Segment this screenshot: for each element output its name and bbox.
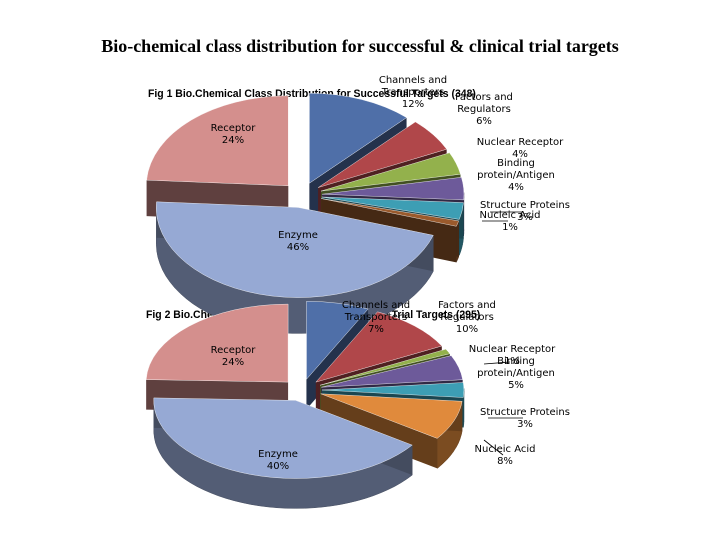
pie-slice-factors-and-regulators [318, 121, 448, 188]
pie-slice-nuclear-receptor [319, 348, 451, 386]
pie-slice-receptor [145, 303, 289, 383]
leader-line-nuclear-receptor [483, 361, 511, 365]
pie-slice-enzyme [153, 397, 413, 479]
pie-slice-nucleic-acid [320, 393, 463, 439]
pie-tops [146, 92, 465, 298]
data-label-receptor: Receptor 24% [211, 123, 257, 146]
pie-slice-channels-and-transporters [306, 301, 369, 380]
data-label-channels-and-transporters: Channels and Transporters 7% [342, 300, 410, 335]
data-label-nucleic-acid: Nucleic Acid 1% [480, 210, 541, 233]
data-label-nuclear-receptor: Nuclear Receptor 4% [477, 137, 564, 160]
pie-slice-binding-protein-antigen [321, 355, 463, 388]
pie-slice-nuclear-receptor [320, 152, 461, 192]
data-label-nucleic-acid: Nucleic Acid 8% [475, 444, 536, 467]
pie-tops [145, 301, 465, 479]
data-label-channels-and-transporters: Channels and Transporters 12% [379, 75, 447, 110]
pie-slice-structure-proteins [321, 382, 465, 398]
leader-line-nucleic-acid [483, 439, 504, 456]
pie-slice-nucleic-acid [321, 198, 459, 227]
pie-slice-binding-protein-antigen [321, 177, 465, 201]
data-label-factors-and-regulators: Factors and Regulators 6% [455, 92, 513, 127]
data-label-factors-and-regulators: Factors and Regulators 10% [438, 300, 496, 335]
data-label-binding-protein-antigen: Binding protein/Antigen 4% [477, 158, 555, 193]
pie-slice-receptor [146, 95, 289, 186]
data-label-enzyme: Enzyme 40% [258, 449, 298, 472]
data-label-structure-proteins: Structure Proteins 3% [480, 407, 570, 430]
pie-slice-factors-and-regulators [315, 311, 443, 383]
data-label-nuclear-receptor: Nuclear Receptor 1% [469, 344, 556, 367]
data-label-binding-protein-antigen: Binding protein/Antigen 5% [477, 356, 555, 391]
pie-slice-structure-proteins [321, 196, 464, 220]
page-title: Bio-chemical class distribution for succ… [101, 36, 619, 56]
data-label-enzyme: Enzyme 46% [278, 230, 318, 253]
data-label-structure-proteins: Structure Proteins 3% [480, 200, 570, 223]
data-label-receptor: Receptor 24% [211, 345, 257, 368]
pie-slice-enzyme [156, 201, 434, 298]
pie-slice-channels-and-transporters [309, 92, 407, 184]
